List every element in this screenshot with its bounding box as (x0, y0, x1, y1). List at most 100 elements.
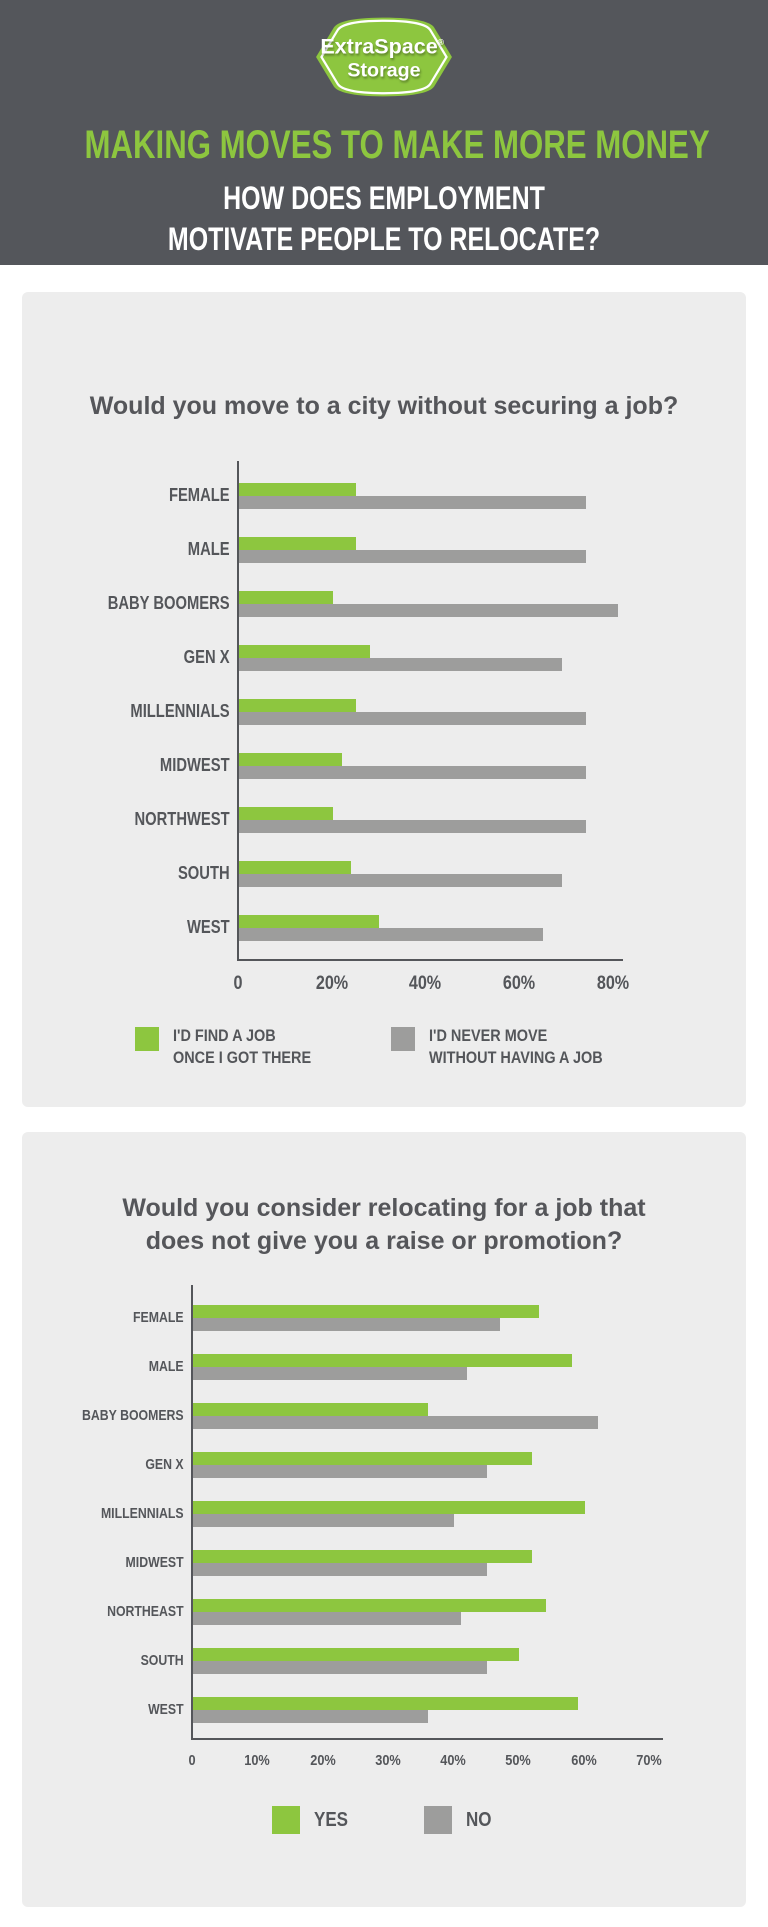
x-tick-label: 20% (315, 972, 348, 994)
x-tick-label: 40% (440, 1752, 466, 1769)
legend-item: I'D NEVER MOVE WITHOUT HAVING A JOB (391, 1025, 633, 1071)
bar-secondary (193, 1415, 598, 1429)
bar-primary (193, 1647, 520, 1661)
bar-secondary (193, 1562, 487, 1576)
bar-primary (239, 860, 352, 874)
bar-secondary (193, 1366, 468, 1380)
legend-label: YES (313, 1809, 349, 1831)
legend-item: I'D FIND A JOB ONCE I GOT THERE (134, 1025, 335, 1071)
chart-row: SOUTH (22, 1636, 663, 1685)
bar-group (193, 1598, 663, 1625)
bar-chart: FEMALE MALE BABY BOOMERS GEN X MILLENNIALS MI… (22, 460, 746, 1007)
category-label: MALE (148, 1358, 184, 1375)
x-tick-label: 40% (409, 972, 442, 994)
chart-title-line: does not give you a raise or promotion? (145, 1226, 623, 1255)
bar-secondary (239, 873, 563, 887)
x-tick-label: 20% (309, 1752, 336, 1769)
bar-group (193, 1304, 663, 1331)
bar-secondary (193, 1513, 455, 1527)
x-axis-ticks: 0 20% 40% 60% 80% (234, 961, 629, 1007)
x-tick-label: 30% (375, 1752, 401, 1769)
bar-secondary (193, 1709, 428, 1723)
bar-group (239, 590, 623, 617)
bar-primary (193, 1353, 572, 1367)
bar-primary (239, 698, 357, 712)
bar-group (193, 1451, 663, 1478)
bar-primary (193, 1402, 428, 1416)
legend-item: YES (271, 1806, 354, 1834)
x-tick-label: 50% (505, 1752, 532, 1769)
category-label: MIDWEST (125, 1554, 184, 1571)
bar-secondary (239, 711, 586, 725)
bar-secondary (193, 1317, 500, 1331)
bar-secondary (193, 1611, 461, 1625)
bar-group (239, 644, 623, 671)
chart-title: Would you move to a city without securin… (22, 292, 746, 423)
category-label: SOUTH (177, 863, 230, 883)
bar-secondary (239, 927, 544, 941)
category-label: FEMALE (168, 485, 230, 505)
bar-primary (239, 644, 371, 658)
chart-row: GEN X (22, 1440, 663, 1489)
chart-title-line: Would you consider relocating for a job … (122, 1194, 646, 1222)
bar-secondary (193, 1660, 487, 1674)
category-label: WEST (148, 1701, 184, 1718)
legend-swatch-icon (134, 1026, 159, 1051)
bar-group (239, 914, 623, 941)
bar-primary (239, 752, 343, 766)
bar-secondary (239, 819, 586, 833)
x-tick-label: 60% (502, 972, 536, 994)
category-label: NORTHEAST (107, 1603, 184, 1620)
chart-row: SOUTH (22, 847, 623, 901)
bar-group (239, 860, 623, 887)
bar-primary (239, 914, 380, 928)
category-label: NORTHWEST (134, 809, 230, 829)
x-tick-label: 0 (188, 1752, 196, 1769)
chart-row: NORTHEAST (22, 1587, 663, 1636)
chart-row: MIDWEST (22, 1538, 663, 1587)
legend-label: I'D NEVER MOVE WITHOUT HAVING A JOB (429, 1025, 603, 1068)
category-label: GEN X (145, 1456, 184, 1473)
logo-text-line1: ExtraSpace® (320, 33, 444, 58)
x-tick-label: 0 (233, 972, 243, 994)
x-tick-label: 70% (636, 1752, 662, 1769)
bar-primary (239, 536, 357, 550)
chart-row: WEST (22, 1685, 663, 1734)
chart-title: Would you consider relocating for a job … (22, 1132, 746, 1257)
bar-group (193, 1402, 663, 1429)
x-tick-label: 10% (244, 1752, 271, 1769)
x-tick-label: 60% (570, 1752, 597, 1769)
category-label: FEMALE (133, 1309, 184, 1326)
header: ExtraSpace® Storage MAKING MOVES TO MAKE… (0, 0, 768, 265)
chart-row: GEN X (22, 631, 623, 685)
bar-group (193, 1353, 663, 1380)
category-label: WEST (186, 917, 230, 937)
x-axis-ticks: 0 10% 20% 30% 40% 50% 60% 70% (188, 1740, 662, 1782)
chart-row: WEST (22, 901, 623, 955)
category-label: MALE (187, 539, 230, 559)
category-label: BABY BOOMERS (107, 593, 230, 613)
category-label: GEN X (183, 647, 230, 667)
chart-row: MILLENNIALS (22, 1489, 663, 1538)
category-label: MILLENNIALS (130, 701, 230, 721)
bar-primary (239, 482, 357, 496)
chart-rows: FEMALE MALE BABY BOOMERS GEN X MILLENNIALS MI… (22, 460, 623, 961)
chart-row: MIDWEST (22, 739, 623, 793)
chart-legend: I'D FIND A JOB ONCE I GOT THERE I'D NEVER … (22, 1025, 746, 1071)
bar-group (239, 806, 623, 833)
bar-group (193, 1696, 663, 1723)
bar-group (193, 1500, 663, 1527)
bar-secondary (239, 657, 563, 671)
chart-title-line: Would you move to a city without securin… (89, 392, 679, 420)
bar-primary (193, 1696, 579, 1710)
bar-secondary (193, 1464, 487, 1478)
logo-text-line2: Storage (347, 60, 420, 82)
legend-swatch-icon (271, 1806, 300, 1834)
category-label: MILLENNIALS (100, 1505, 184, 1522)
main-subtitle-line2: MOTIVATE PEOPLE TO RELOCATE? (167, 220, 601, 257)
bar-group (239, 698, 623, 725)
bar-group (239, 482, 623, 509)
bar-group (193, 1647, 663, 1674)
chart-row: BABY BOOMERS (22, 577, 623, 631)
